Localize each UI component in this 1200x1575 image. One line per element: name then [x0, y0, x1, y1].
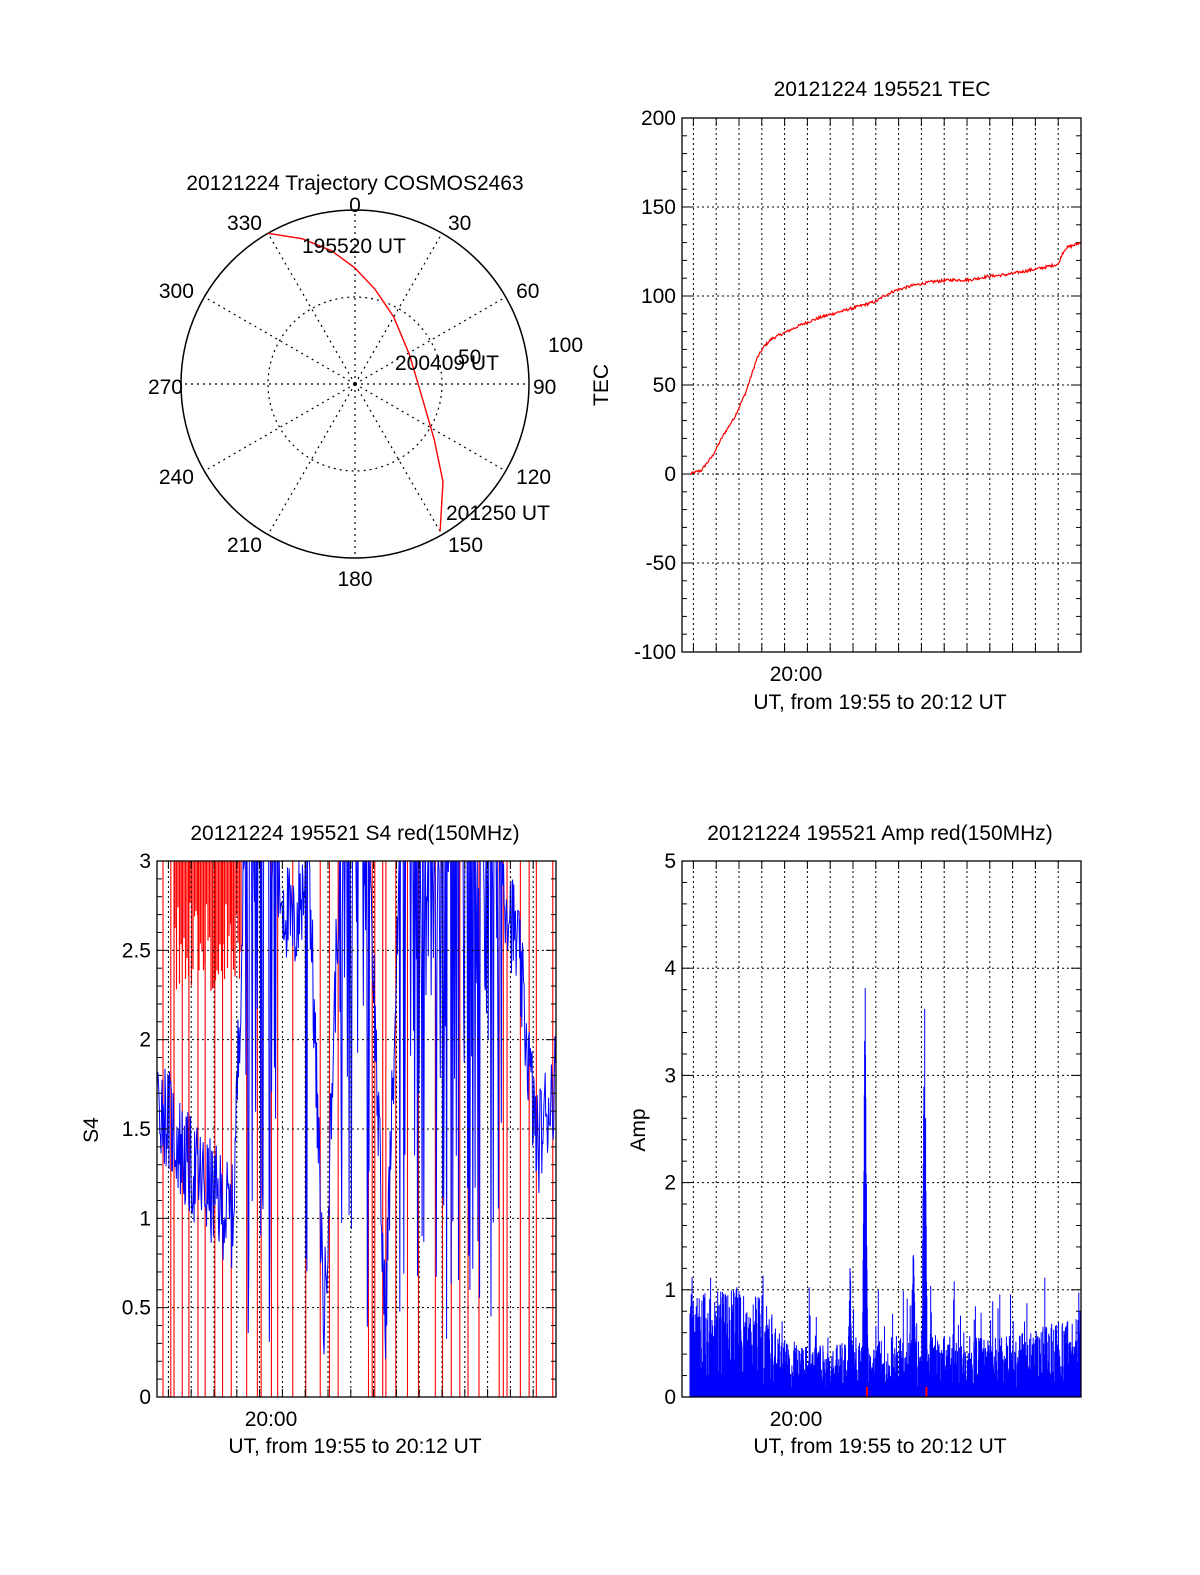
amp-ytick-label: 5 — [664, 850, 676, 873]
polar-spoke — [267, 383, 356, 535]
polar-outer-circle — [180, 209, 530, 559]
s4-plot: 20121224 195521 S4 red(150MHz) UT, from … — [80, 822, 557, 1458]
polar-angle-label: 180 — [337, 568, 372, 591]
amp-title: 20121224 195521 Amp red(150MHz) — [707, 822, 1053, 845]
s4-ytick-label: 3 — [139, 850, 151, 873]
tec-ytick-label: 200 — [641, 107, 676, 130]
polar-spoke — [267, 233, 356, 385]
polar-angle-label: 240 — [159, 466, 194, 489]
polar-radius-label: 50 — [458, 346, 481, 369]
polar-trajectory-line — [267, 232, 444, 532]
polar-angle-label: 330 — [227, 212, 262, 235]
s4-ytick-label: 0.5 — [122, 1297, 151, 1320]
amp-frame — [681, 860, 1082, 1398]
polar-angle-label: 60 — [516, 280, 539, 303]
tec-ytick-label: 0 — [664, 463, 676, 486]
polar-trajectory-label-mid: 200409 UT — [395, 352, 499, 375]
tec-ylabel: TEC — [590, 364, 613, 406]
polar-trajectory-plot: 20121224 Trajectory COSMOS2463 0 30 60 90 12… — [148, 172, 583, 591]
tec-ytick-label: 100 — [641, 285, 676, 308]
s4-ytick-label: 2 — [139, 1029, 151, 1052]
polar-spoke — [204, 383, 356, 472]
tec-title: 20121224 195521 TEC — [774, 78, 991, 101]
amp-ytick-label: 2 — [664, 1172, 676, 1195]
polar-radius-label: 100 — [548, 334, 583, 357]
polar-angle-label: 300 — [159, 280, 194, 303]
s4-frame — [156, 860, 557, 1398]
polar-angle-label: 150 — [448, 534, 483, 557]
s4-data — [157, 861, 556, 1397]
tec-xtick-label: 20:00 — [770, 663, 823, 686]
s4-xlabel: UT, from 19:55 to 20:12 UT — [228, 1435, 481, 1458]
s4-ytick-label: 0 — [139, 1386, 151, 1409]
tec-ytick-label: 50 — [653, 374, 676, 397]
s4-blue-line — [157, 861, 556, 1359]
tec-plot: 20121224 195521 TEC UT, from 19:55 to 20… — [590, 78, 1082, 714]
amp-blue-bars — [689, 988, 1082, 1397]
tec-series-line — [689, 241, 1082, 476]
polar-angle-label: 30 — [448, 212, 471, 235]
polar-angle-label: 210 — [227, 534, 262, 557]
amp-ytick-label: 1 — [664, 1279, 676, 1302]
amp-xlabel: UT, from 19:55 to 20:12 UT — [753, 1435, 1006, 1458]
polar-angle-label: 120 — [516, 466, 551, 489]
polar-title: 20121224 Trajectory COSMOS2463 — [186, 172, 523, 195]
polar-spoke — [204, 296, 356, 385]
tec-xlabel: UT, from 19:55 to 20:12 UT — [753, 691, 1006, 714]
polar-spoke — [354, 296, 506, 385]
amp-ytick-label: 3 — [664, 1064, 676, 1087]
polar-trajectory-label-start: 195520 UT — [302, 235, 406, 258]
tec-frame — [681, 117, 1082, 653]
s4-ytick-label: 1.5 — [122, 1118, 151, 1141]
polar-spoke — [354, 383, 506, 472]
polar-angle-label: 270 — [148, 376, 183, 399]
tec-ytick-label: -50 — [646, 552, 676, 575]
tec-ytick-label: 150 — [641, 196, 676, 219]
s4-xtick-label: 20:00 — [245, 1408, 298, 1431]
amp-ytick-label: 4 — [664, 957, 676, 980]
amp-plot: 20121224 195521 Amp red(150MHz) UT, from… — [627, 822, 1082, 1458]
s4-ylabel: S4 — [80, 1117, 103, 1143]
polar-angle-label: 90 — [533, 376, 556, 399]
amp-xtick-label: 20:00 — [770, 1408, 823, 1431]
s4-ytick-label: 2.5 — [122, 939, 151, 962]
s4-ytick-label: 1 — [139, 1207, 151, 1230]
amp-ylabel: Amp — [627, 1108, 650, 1151]
polar-angle-label: 0 — [349, 194, 361, 217]
polar-inner-circle — [267, 296, 443, 472]
amp-ytick-label: 0 — [664, 1386, 676, 1409]
tec-ytick-label: -100 — [634, 641, 676, 664]
polar-trajectory-label-end: 201250 UT — [446, 502, 550, 525]
s4-title: 20121224 195521 S4 red(150MHz) — [190, 822, 519, 845]
polar-spoke — [354, 383, 443, 535]
polar-spoke — [354, 233, 443, 385]
